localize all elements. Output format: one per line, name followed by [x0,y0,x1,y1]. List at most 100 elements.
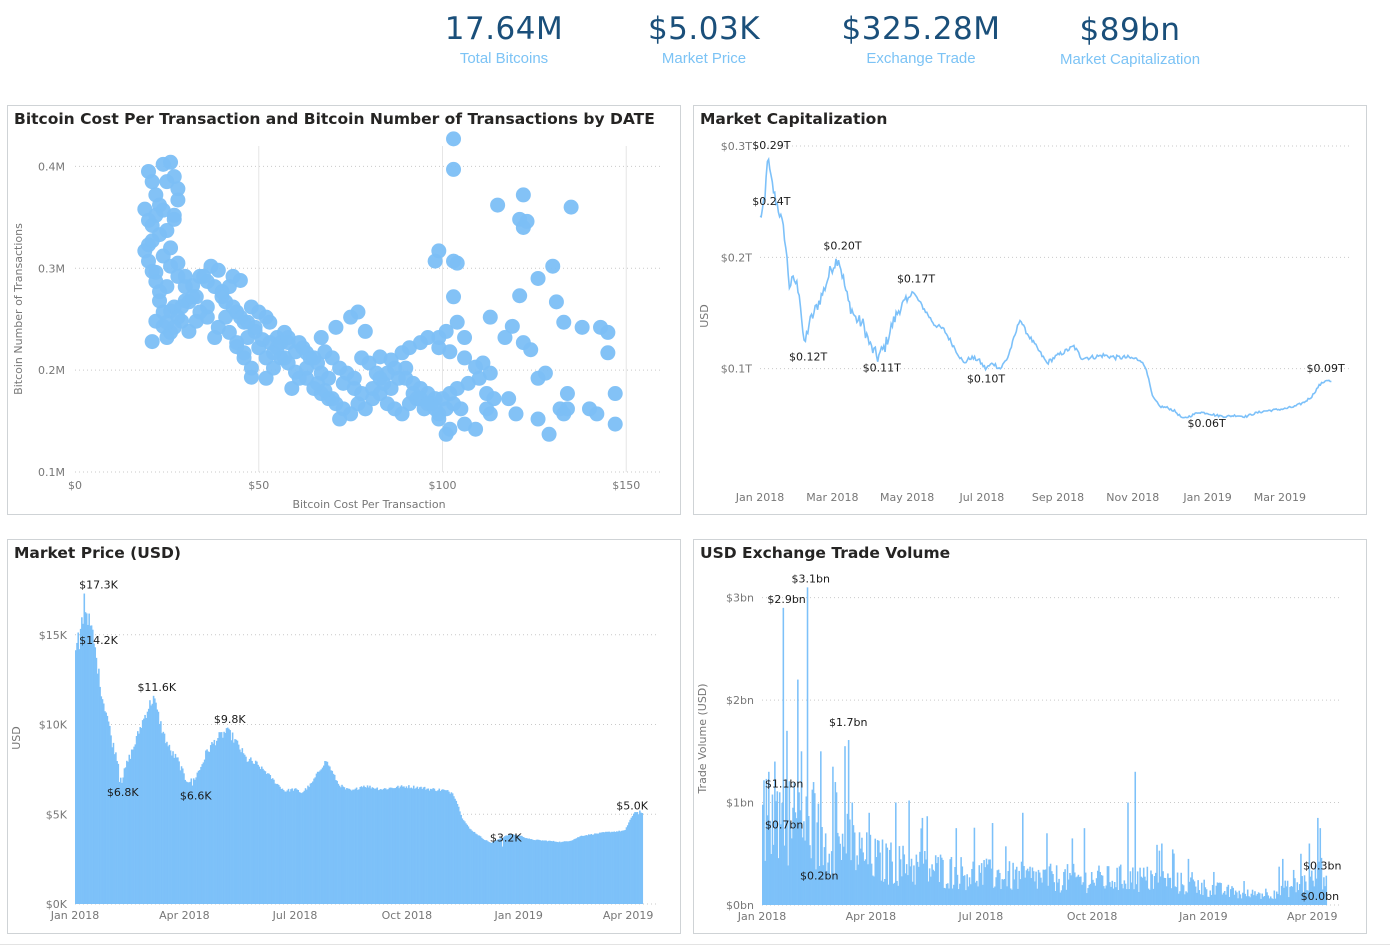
data-label: $0.24T [752,195,790,208]
kpi-value: $5.03K [647,11,761,47]
bar [905,864,908,905]
bar [1259,893,1261,905]
bar [1100,875,1103,905]
bar [1101,875,1104,905]
trade-volume-chart-panel[interactable]: USD Exchange Trade Volume $0bn $1bn $2bn $3… [693,539,1367,934]
bar [1075,877,1077,905]
bar [1215,885,1218,905]
bar [1064,869,1066,905]
bar [1263,896,1266,905]
bar [375,788,377,904]
bar [530,839,533,904]
bar [1109,882,1111,905]
x-tick-label: Jan 2018 [735,491,784,504]
bar [948,888,950,905]
bar [112,742,115,904]
market-price-area-chart[interactable]: $0K $5K $10K $15K Jan 2018 Apr 2018 Jul 2018 Oc… [8,540,682,935]
scatter-point [243,369,259,385]
bar [799,810,802,905]
bar [287,788,290,904]
bar [156,709,159,904]
scatter-point [350,304,366,320]
bar [276,783,279,904]
bar [1103,886,1105,905]
market-cap-line-chart[interactable]: $0.1T $0.2T $0.3T Jan 2018 Mar 2018 May 2018 J… [694,106,1368,516]
bar [913,865,915,905]
data-label: $0.20T [823,239,861,252]
bar [1049,863,1052,905]
bar [455,800,458,904]
bar [532,839,534,904]
bar [425,789,427,904]
scatter-point [497,330,513,346]
bar [1087,888,1089,905]
bar [437,790,439,904]
bar [1043,869,1046,905]
bar [556,841,558,904]
scatter-chart-panel[interactable]: Bitcoin Cost Per Transaction and Bitcoin… [7,105,681,515]
bar [363,785,365,904]
market-price-chart-panel[interactable]: Market Price (USD) $0K $5K $10K $15K Jan 201… [7,539,681,934]
bar [225,728,228,904]
bar [253,763,256,904]
bar [1044,869,1047,905]
bar [1314,865,1317,905]
trade-volume-area-chart[interactable]: $0bn $1bn $2bn $3bn Jan 2018 Apr 2018 Jul 2018… [694,540,1368,935]
bar [945,883,948,905]
bar [762,804,764,905]
bar [348,788,351,904]
bar [943,887,945,905]
bar [982,884,984,905]
bar [985,858,988,905]
bar [856,855,858,905]
bar [770,853,773,905]
scatter-point [262,314,278,330]
x-tick-label: Jul 2018 [958,910,1004,923]
bar [258,766,261,904]
y-axis-label: Trade Volume (USD) [696,683,709,794]
bar [840,859,843,905]
bar [403,786,405,904]
bar [411,788,414,904]
bar [959,883,961,905]
scatter-point [258,370,274,386]
bar [804,840,806,905]
scatter-chart[interactable]: 0.1M 0.2M 0.3M 0.4M $0 $50 $100 $150 Bitcoin Cos… [8,106,682,516]
y-tick-label: 0.4M [38,160,65,173]
bar [867,864,869,905]
bar [989,859,991,905]
market-cap-chart-panel[interactable]: Market Capitalization $0.1T $0.2T $0.3T Jan… [693,105,1367,515]
bar [76,642,78,904]
bar [809,845,811,905]
x-tick-label: Jan 2019 [493,909,542,922]
bar [1219,882,1221,905]
bar [1171,849,1174,905]
bar [226,727,229,904]
bar [450,792,453,904]
bar [921,817,924,905]
bar [997,869,1000,905]
bar [1072,863,1075,905]
bar [275,783,278,904]
bar [1011,889,1013,905]
bar [481,837,483,904]
bar [477,835,479,904]
bar [812,782,815,905]
data-label: $0.7bn [765,818,803,831]
bar [482,838,484,904]
bar [200,766,202,904]
bar [75,650,77,904]
bar [1220,883,1222,905]
bar [1135,884,1138,905]
bar [880,880,883,905]
scatter-point [321,370,337,386]
bar [271,778,274,904]
bar [451,793,454,904]
bar [1155,872,1157,905]
bar [207,751,210,904]
bar [426,788,428,904]
bar [955,828,958,905]
scatter-point [607,386,623,402]
bar [1298,884,1301,905]
data-label: $1.1bn [765,777,803,790]
